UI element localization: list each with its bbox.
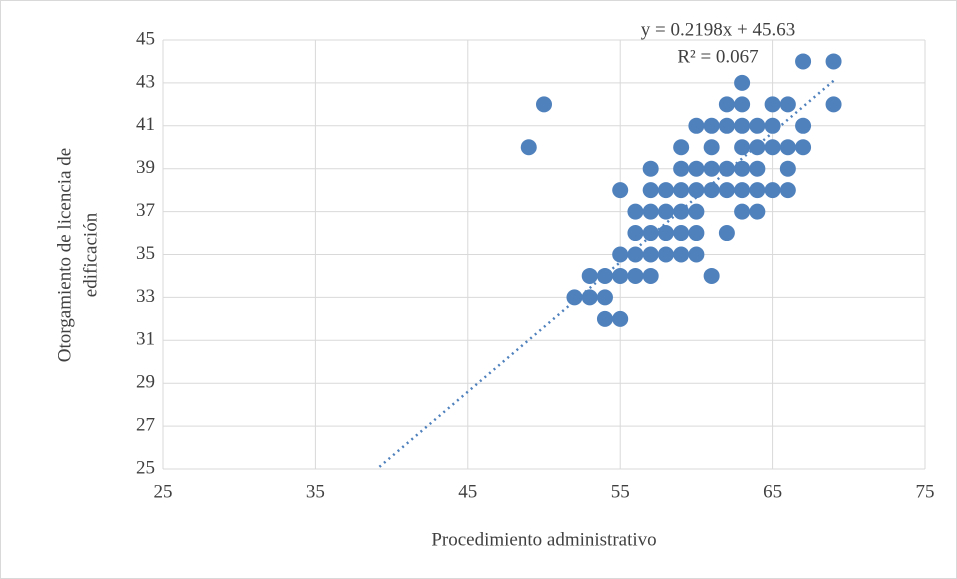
point: [764, 139, 781, 156]
point: [642, 182, 659, 199]
x-tick-label: 55: [611, 481, 630, 502]
point: [612, 246, 629, 263]
point: [718, 117, 735, 134]
point: [718, 182, 735, 199]
y-tick-label: 41: [136, 114, 155, 135]
point: [536, 96, 552, 113]
y-tick-label: 37: [136, 200, 155, 221]
y-tick-label: 45: [136, 28, 155, 49]
point: [688, 117, 705, 134]
point: [642, 203, 659, 220]
x-tick-label: 65: [763, 481, 782, 502]
point: [749, 117, 766, 134]
point: [718, 96, 735, 113]
point: [581, 289, 598, 306]
point: [673, 246, 690, 263]
y-tick-label: 39: [136, 157, 155, 178]
point: [627, 267, 644, 284]
point: [749, 182, 766, 199]
point: [566, 289, 583, 306]
point: [673, 225, 690, 242]
point: [795, 117, 812, 134]
y-tick-label: 35: [136, 243, 155, 264]
point: [734, 160, 751, 177]
point: [734, 96, 751, 113]
point: [795, 53, 812, 70]
y-tick-label: 43: [136, 71, 155, 92]
point: [779, 96, 796, 113]
point: [688, 160, 705, 177]
y-axis-label: edificación: [80, 212, 101, 297]
point: [688, 225, 705, 242]
point: [612, 310, 629, 327]
point: [642, 246, 659, 263]
trend-equation: y = 0.2198x + 45.63: [641, 19, 795, 40]
point: [734, 117, 751, 134]
point: [703, 267, 720, 284]
point: [703, 139, 720, 156]
point: [764, 117, 781, 134]
point: [612, 267, 629, 284]
x-tick-label: 45: [458, 481, 477, 502]
point: [749, 203, 766, 220]
point: [673, 182, 690, 199]
y-tick-label: 25: [136, 457, 155, 478]
point: [749, 139, 766, 156]
point: [627, 225, 644, 242]
y-tick-label: 31: [136, 329, 155, 350]
point: [673, 203, 690, 220]
point: [703, 160, 720, 177]
point: [596, 289, 613, 306]
x-tick-label: 35: [306, 481, 325, 502]
point: [642, 160, 659, 177]
x-tick-label: 25: [154, 481, 173, 502]
x-tick-label: 75: [916, 481, 935, 502]
point: [734, 203, 751, 220]
y-axis-label: Otorgamiento de licencia de: [54, 148, 75, 362]
point: [779, 139, 796, 156]
point: [718, 160, 735, 177]
y-tick-label: 29: [136, 372, 155, 393]
point: [749, 160, 766, 177]
point: [764, 96, 781, 113]
point: [581, 267, 598, 284]
point: [657, 182, 674, 199]
point: [657, 203, 674, 220]
point: [657, 225, 674, 242]
point: [825, 53, 842, 70]
point: [795, 139, 812, 156]
x-axis-label: Procedimiento administrativo: [431, 529, 656, 550]
point: [779, 182, 796, 199]
point: [688, 203, 705, 220]
point: [688, 246, 705, 263]
point: [825, 96, 842, 113]
point: [764, 182, 781, 199]
point: [596, 310, 613, 327]
point: [703, 117, 720, 134]
point: [734, 139, 751, 156]
r-squared: R² = 0.067: [677, 46, 758, 67]
point: [642, 267, 659, 284]
point: [612, 182, 629, 199]
point: [734, 74, 751, 91]
point: [718, 225, 735, 242]
point: [627, 246, 644, 263]
point: [688, 182, 705, 199]
point: [673, 160, 690, 177]
point: [657, 246, 674, 263]
y-tick-label: 33: [136, 286, 155, 307]
point: [703, 182, 720, 199]
point: [673, 139, 690, 156]
point: [734, 182, 751, 199]
point: [520, 139, 537, 156]
point: [627, 203, 644, 220]
y-tick-label: 27: [136, 414, 155, 435]
point: [779, 160, 796, 177]
point: [642, 225, 659, 242]
